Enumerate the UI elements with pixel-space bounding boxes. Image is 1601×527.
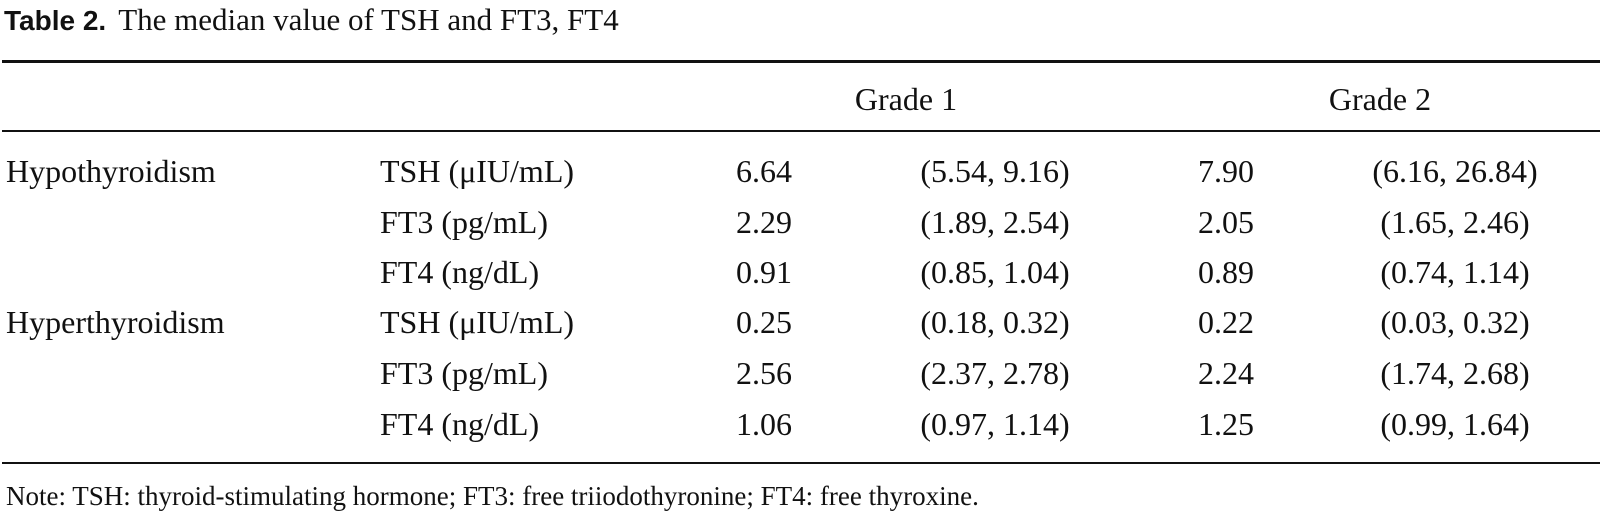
top-rule bbox=[2, 60, 1600, 63]
table-caption: Table 2. The median value of TSH and FT3,… bbox=[4, 0, 619, 40]
table-label: Table 2. bbox=[4, 5, 107, 36]
table-title: The median value of TSH and FT3, FT4 bbox=[118, 2, 619, 37]
grade-2-median-cell: 2.24 bbox=[1198, 355, 1254, 391]
grade-1-median-cell: 2.56 bbox=[736, 355, 792, 391]
parameter-cell: TSH (μIU/mL) bbox=[380, 304, 575, 340]
grade-1-median-cell: 1.06 bbox=[736, 406, 792, 442]
grade-1-iqr-cell: (1.89, 2.54) bbox=[920, 204, 1070, 240]
grade-1-iqr-cell: (2.37, 2.78) bbox=[920, 355, 1070, 391]
grade-1-iqr-cell: (0.85, 1.04) bbox=[920, 254, 1070, 290]
table-note: Note: TSH: thyroid-stimulating hormone; … bbox=[6, 481, 979, 511]
grade-1-header: Grade 1 bbox=[854, 81, 958, 117]
parameter-cell: FT4 (ng/dL) bbox=[380, 254, 540, 290]
header-rule bbox=[2, 130, 1600, 132]
grade-1-median-cell: 2.29 bbox=[736, 204, 792, 240]
grade-1-median-cell: 0.25 bbox=[736, 304, 792, 340]
grade-1-iqr-cell: (0.97, 1.14) bbox=[920, 406, 1070, 442]
parameter-cell: FT4 (ng/dL) bbox=[380, 406, 540, 442]
grade-2-header: Grade 2 bbox=[1328, 81, 1432, 117]
grade-2-median-cell: 0.22 bbox=[1198, 304, 1254, 340]
grade-1-iqr-cell: (0.18, 0.32) bbox=[920, 304, 1070, 340]
grade-2-iqr-cell: (6.16, 26.84) bbox=[1372, 153, 1538, 189]
grade-2-median-cell: 7.90 bbox=[1198, 153, 1254, 189]
grade-2-iqr-cell: (0.74, 1.14) bbox=[1380, 254, 1530, 290]
grade-1-median-cell: 6.64 bbox=[736, 153, 792, 189]
grade-2-iqr-cell: (0.03, 0.32) bbox=[1380, 304, 1530, 340]
grade-1-iqr-cell: (5.54, 9.16) bbox=[920, 153, 1070, 189]
parameter-cell: FT3 (pg/mL) bbox=[380, 355, 548, 391]
bottom-rule bbox=[2, 462, 1600, 464]
grade-2-median-cell: 1.25 bbox=[1198, 406, 1254, 442]
grade-2-median-cell: 0.89 bbox=[1198, 254, 1254, 290]
grade-1-median-cell: 0.91 bbox=[736, 254, 792, 290]
parameter-cell: FT3 (pg/mL) bbox=[380, 204, 548, 240]
grade-2-iqr-cell: (0.99, 1.64) bbox=[1380, 406, 1530, 442]
grade-2-median-cell: 2.05 bbox=[1198, 204, 1254, 240]
grade-2-iqr-cell: (1.65, 2.46) bbox=[1380, 204, 1530, 240]
grade-2-iqr-cell: (1.74, 2.68) bbox=[1380, 355, 1530, 391]
group-cell: Hyperthyroidism bbox=[6, 304, 225, 340]
parameter-cell: TSH (μIU/mL) bbox=[380, 153, 575, 189]
group-cell: Hypothyroidism bbox=[6, 153, 216, 189]
